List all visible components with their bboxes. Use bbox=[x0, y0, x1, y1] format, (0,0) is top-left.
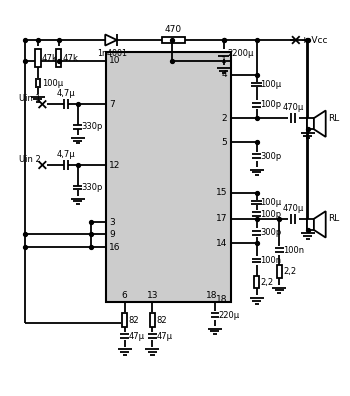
Bar bbox=[122, 313, 127, 327]
Text: 6: 6 bbox=[122, 291, 127, 300]
Text: 470μ: 470μ bbox=[282, 103, 304, 112]
Bar bbox=[254, 276, 259, 288]
Text: 100μ: 100μ bbox=[260, 80, 281, 89]
Text: 1: 1 bbox=[221, 56, 227, 65]
Text: 82: 82 bbox=[128, 316, 139, 325]
Text: 2200μ: 2200μ bbox=[228, 50, 254, 58]
Text: 470: 470 bbox=[165, 25, 182, 34]
Text: 82: 82 bbox=[156, 316, 167, 325]
Text: 220μ: 220μ bbox=[218, 311, 239, 320]
Text: 100μ: 100μ bbox=[42, 78, 63, 88]
Text: 100p: 100p bbox=[260, 100, 281, 109]
Bar bbox=[307, 219, 314, 230]
Text: 100μ: 100μ bbox=[260, 198, 281, 207]
Text: + Vcc: + Vcc bbox=[301, 36, 327, 44]
Polygon shape bbox=[314, 211, 326, 238]
Text: 2,2: 2,2 bbox=[283, 267, 296, 276]
Text: Uin 2: Uin 2 bbox=[19, 155, 40, 164]
Text: 18: 18 bbox=[216, 295, 227, 304]
Bar bbox=[56, 50, 62, 67]
Text: 9: 9 bbox=[109, 230, 115, 239]
Text: 16: 16 bbox=[109, 243, 120, 252]
Text: RL: RL bbox=[328, 214, 339, 223]
Text: 4,7μ: 4,7μ bbox=[56, 150, 75, 159]
Bar bbox=[162, 37, 184, 43]
Text: 100n: 100n bbox=[260, 256, 281, 265]
Text: 300p: 300p bbox=[260, 152, 282, 161]
Text: 300p: 300p bbox=[260, 228, 282, 237]
Bar bbox=[106, 52, 231, 302]
Text: 100n: 100n bbox=[283, 246, 304, 255]
Bar bbox=[307, 118, 314, 129]
Text: 17: 17 bbox=[216, 214, 227, 223]
Text: 100p: 100p bbox=[260, 209, 281, 219]
Text: 7: 7 bbox=[109, 100, 115, 109]
Polygon shape bbox=[314, 110, 326, 137]
Text: 12: 12 bbox=[109, 160, 120, 169]
Text: 3: 3 bbox=[109, 218, 115, 227]
Text: 330p: 330p bbox=[81, 122, 103, 131]
Text: RL: RL bbox=[328, 114, 339, 123]
Text: 470μ: 470μ bbox=[282, 204, 304, 213]
Text: 2,2: 2,2 bbox=[260, 278, 274, 287]
Text: 10: 10 bbox=[109, 56, 120, 65]
Bar bbox=[276, 265, 282, 278]
Text: 2: 2 bbox=[222, 114, 227, 123]
Text: 47μ: 47μ bbox=[156, 332, 172, 341]
Polygon shape bbox=[105, 34, 117, 46]
Bar bbox=[150, 313, 155, 327]
Text: 5: 5 bbox=[221, 138, 227, 147]
Text: 14: 14 bbox=[216, 239, 227, 248]
Text: 13: 13 bbox=[147, 291, 158, 300]
Text: 4,7μ: 4,7μ bbox=[56, 89, 75, 98]
Text: 47k: 47k bbox=[63, 53, 79, 63]
Bar bbox=[35, 50, 41, 67]
Text: 330p: 330p bbox=[81, 183, 103, 192]
Text: Uin 1: Uin 1 bbox=[19, 94, 40, 103]
Text: 47μ: 47μ bbox=[128, 332, 145, 341]
Text: 4: 4 bbox=[222, 70, 227, 79]
Text: 15: 15 bbox=[216, 188, 227, 197]
Text: 18: 18 bbox=[206, 291, 217, 300]
Text: 1n4001: 1n4001 bbox=[98, 49, 127, 58]
Text: 47k: 47k bbox=[42, 53, 58, 63]
